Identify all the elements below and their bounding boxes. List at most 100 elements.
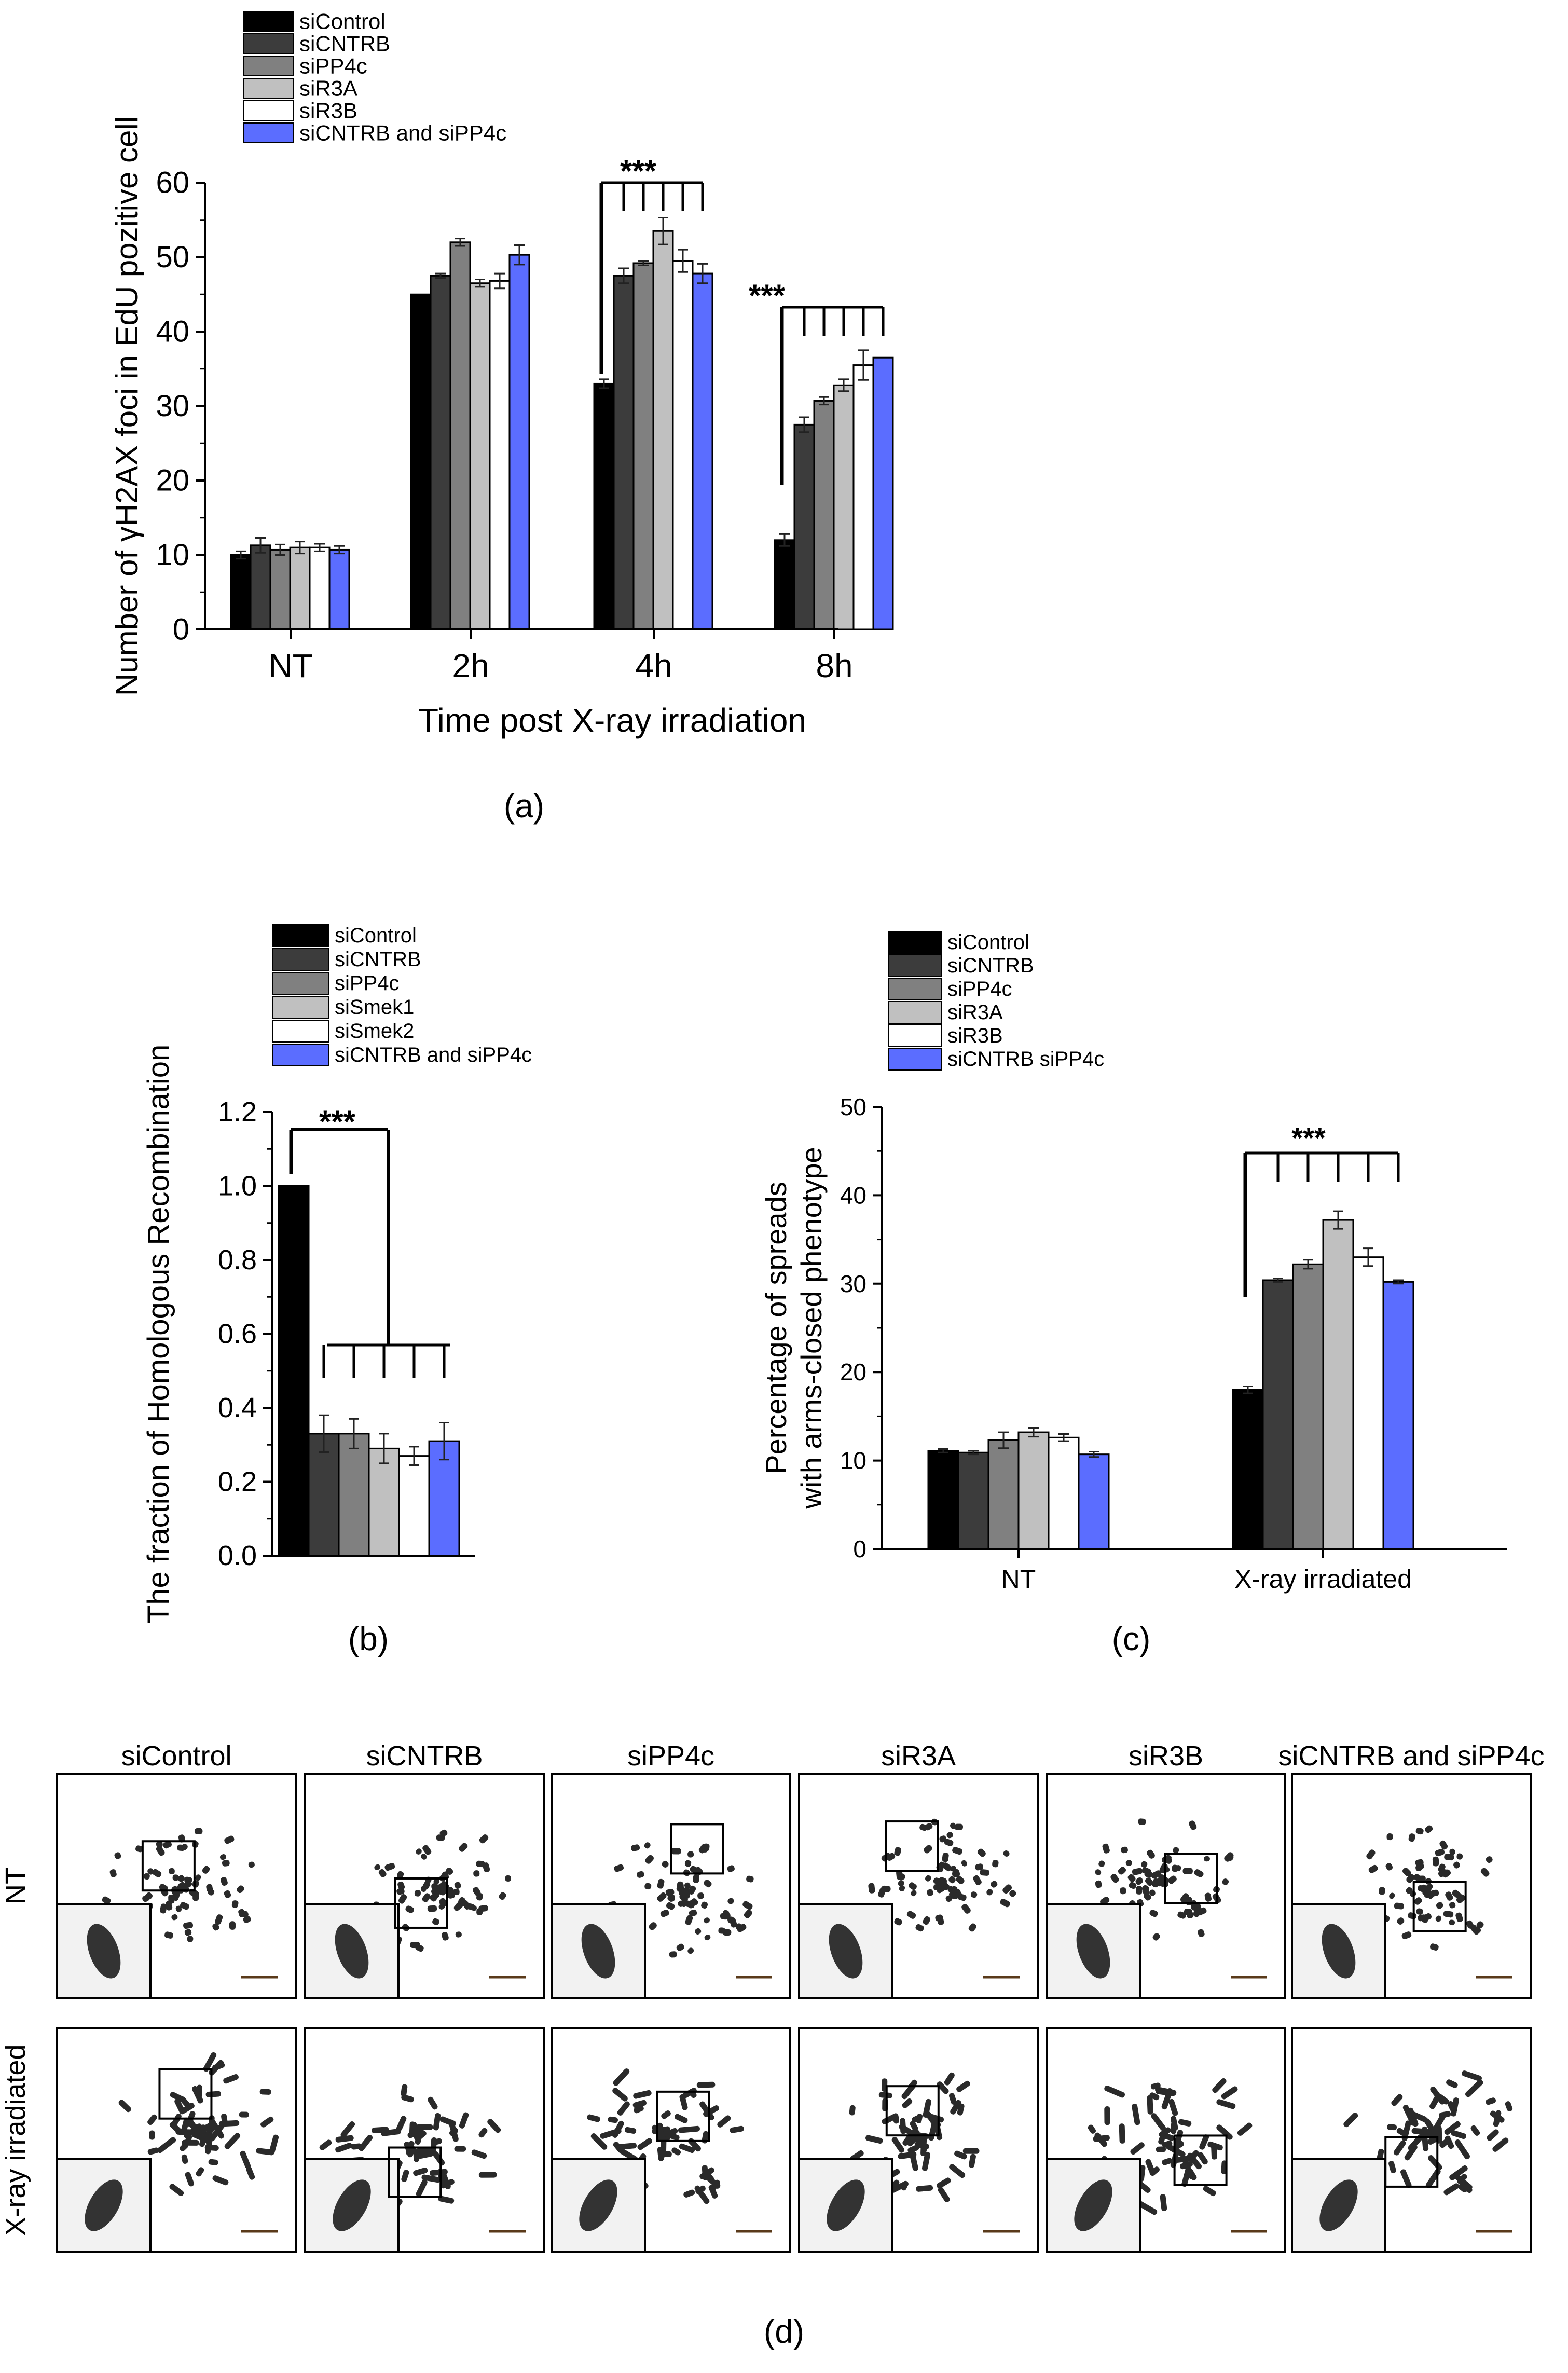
legend-label: siR3A [299, 76, 357, 101]
chromosome [220, 1877, 228, 1886]
chromosome [1490, 2110, 1505, 2123]
chromosome [396, 2116, 407, 2131]
chromosome [194, 1828, 203, 1834]
chromosome [667, 1894, 675, 1902]
chromosome [727, 1898, 734, 1904]
chromosome [962, 2148, 980, 2154]
bar [852, 364, 874, 630]
chromosome [915, 1924, 924, 1932]
chromosome [608, 2116, 618, 2123]
chromosome [499, 1892, 506, 1900]
chromosome [687, 1900, 695, 1909]
chromosome [680, 1899, 688, 1908]
chromosome [1393, 2140, 1406, 2156]
bar [774, 539, 795, 630]
chromosome [179, 1882, 187, 1890]
legend-swatch [243, 33, 294, 54]
legend-label: siControl [947, 931, 1029, 954]
y-tick-label: 30 [840, 1270, 866, 1297]
chromosome [218, 2120, 240, 2127]
chromosome [614, 1864, 624, 1872]
chromosome [1428, 2155, 1442, 2171]
bar [1232, 1389, 1264, 1550]
chromosome [229, 1921, 236, 1930]
chromosome [231, 1900, 239, 1908]
chromosome [1470, 2125, 1480, 2136]
row-label: NT [0, 1867, 31, 1904]
bar [927, 1450, 959, 1550]
chromosome [459, 2112, 469, 2129]
chromosome [401, 2094, 414, 2103]
bar [692, 272, 713, 630]
chromosome [1422, 2136, 1429, 2151]
chromosome [704, 1880, 712, 1888]
chromosome [170, 2092, 186, 2103]
chromosome [1110, 1873, 1119, 1883]
chromosome [487, 2119, 501, 2133]
chromosome [617, 2101, 630, 2116]
chromosome [335, 2143, 352, 2153]
legend-swatch [888, 1048, 942, 1071]
chromosome [1237, 2122, 1253, 2136]
chromosome [1443, 2183, 1460, 2196]
chromosome [1156, 2146, 1166, 2152]
chromosome [664, 2131, 680, 2141]
chromosome [1196, 1907, 1207, 1916]
chromosome [906, 1911, 916, 1919]
bar [489, 280, 511, 630]
chromosome [702, 1846, 708, 1853]
y-axis-label: Number of γH2AX foci in EdU pozitive cel… [109, 116, 144, 696]
chromosome [163, 1841, 172, 1849]
chromosome [1435, 1915, 1442, 1922]
chromosome [868, 1883, 875, 1894]
chromosome [669, 1951, 677, 1958]
chromosome [746, 1875, 754, 1883]
chromosome [340, 2121, 355, 2138]
chromosome [675, 2114, 688, 2123]
chromosome [902, 2129, 916, 2146]
chromosome [152, 1869, 162, 1877]
zoom-box [158, 2068, 213, 2120]
chromosome [169, 2184, 184, 2197]
chromosome [687, 1851, 694, 1858]
chromosome [942, 1853, 949, 1862]
legend-swatch [272, 996, 329, 1019]
chromosome [183, 1922, 194, 1929]
chromosome [679, 2143, 695, 2153]
legend-swatch [888, 978, 942, 1000]
chromosome [894, 1918, 902, 1926]
chromosome [237, 1885, 244, 1894]
chromosome [662, 1860, 669, 1868]
bar [309, 546, 331, 630]
chromosome [961, 1903, 971, 1914]
chromosome [693, 1874, 700, 1883]
chromosome [1152, 1933, 1160, 1941]
chromosome [891, 2136, 905, 2153]
chromosome [260, 2116, 274, 2128]
bar [613, 275, 635, 630]
chromosome [184, 1929, 192, 1936]
zoom-box [394, 1877, 448, 1929]
chromosome [224, 1890, 231, 1898]
zoom-box [885, 2085, 940, 2137]
column-label: siR3A [881, 1740, 956, 1772]
chromosome [961, 1860, 967, 1867]
chromosome [147, 2114, 157, 2125]
chromosome [319, 2139, 332, 2151]
chromosome [430, 1894, 437, 1902]
chromosome [433, 1878, 440, 1885]
chromosome [436, 1834, 445, 1841]
chromosome [208, 1889, 215, 1896]
chromosome [149, 2130, 155, 2140]
chromosome [894, 1847, 901, 1856]
chromosome [942, 1862, 952, 1872]
chromosome [459, 1843, 468, 1852]
x-tick-label: 8h [816, 647, 852, 684]
chart-panel-c: 0 10 20 30 40 50 NT X-ray irradiated Percentage … [760, 931, 1507, 1657]
chromosome [1150, 2082, 1161, 2090]
chromosome [171, 1914, 178, 1921]
y-tick-label: 0 [173, 613, 189, 647]
chromosome [180, 1902, 189, 1910]
chromosome [1439, 1840, 1448, 1850]
chromosome [1451, 2130, 1466, 2139]
